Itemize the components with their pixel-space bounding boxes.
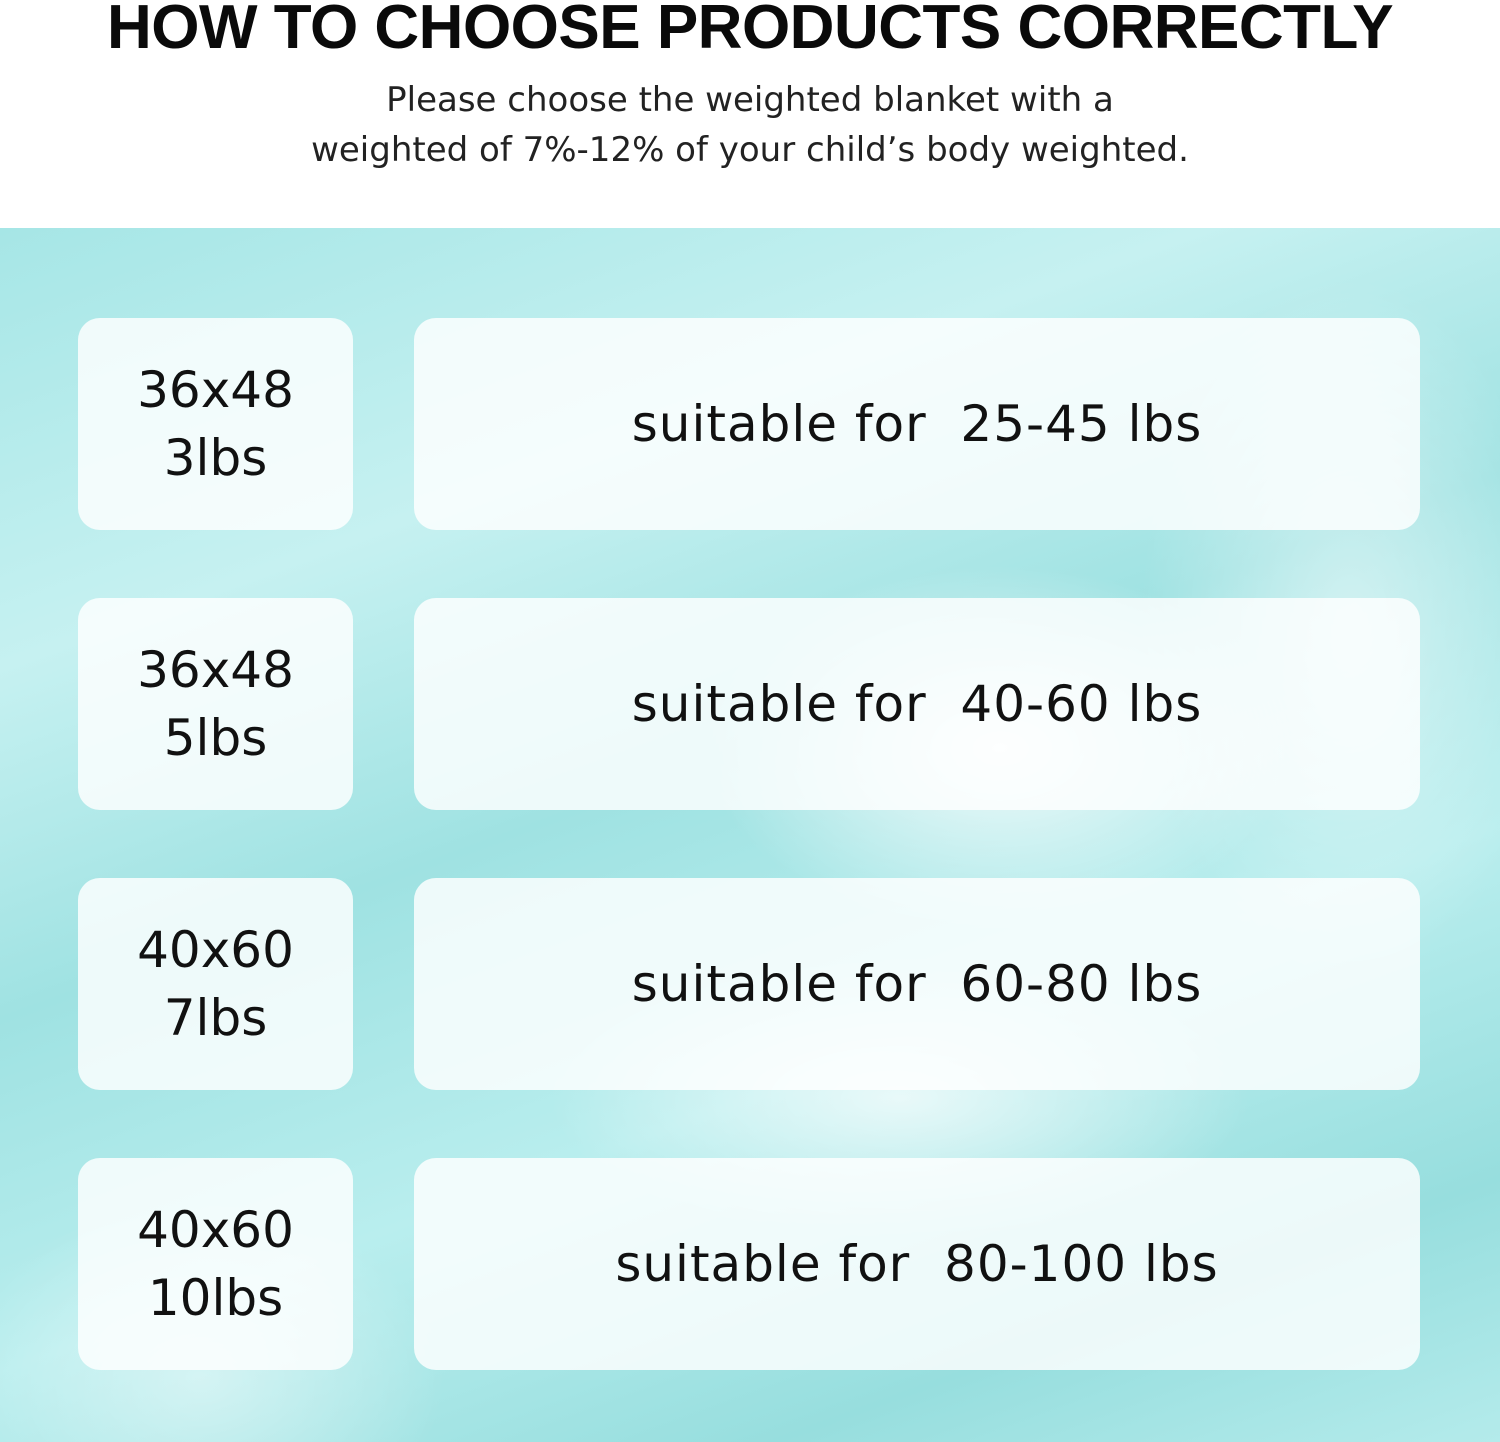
suitable-card: suitable for 80-100 lbs bbox=[414, 1158, 1420, 1370]
weight-label: 10lbs bbox=[147, 1269, 284, 1327]
subtitle-line-2: weighted of 7%-12% of your child’s body … bbox=[311, 130, 1189, 170]
suitable-label: suitable for 80-100 lbs bbox=[615, 1235, 1219, 1293]
size-card: 40x60 10lbs bbox=[78, 1158, 353, 1370]
weight-label: 3lbs bbox=[163, 429, 268, 487]
page-title: HOW TO CHOOSE PRODUCTS CORRECTLY bbox=[106, 0, 1394, 62]
size-label: 36x48 bbox=[137, 641, 294, 699]
size-label: 40x60 bbox=[137, 1201, 294, 1259]
suitable-card: suitable for 40-60 lbs bbox=[414, 598, 1420, 810]
weight-label: 7lbs bbox=[163, 989, 268, 1047]
size-card: 36x48 5lbs bbox=[78, 598, 353, 810]
size-card: 40x60 7lbs bbox=[78, 878, 353, 1090]
subtitle-line-1: Please choose the weighted blanket with … bbox=[386, 80, 1114, 120]
size-label: 36x48 bbox=[137, 361, 294, 419]
suitable-label: suitable for 40-60 lbs bbox=[631, 675, 1203, 733]
weight-label: 5lbs bbox=[163, 709, 268, 767]
size-label: 40x60 bbox=[137, 921, 294, 979]
suitable-label: suitable for 60-80 lbs bbox=[631, 955, 1203, 1013]
suitable-label: suitable for 25-45 lbs bbox=[631, 395, 1203, 453]
header: HOW TO CHOOSE PRODUCTS CORRECTLY Please … bbox=[0, 0, 1500, 228]
suitable-card: suitable for 60-80 lbs bbox=[414, 878, 1420, 1090]
size-card: 36x48 3lbs bbox=[78, 318, 353, 530]
suitable-card: suitable for 25-45 lbs bbox=[414, 318, 1420, 530]
